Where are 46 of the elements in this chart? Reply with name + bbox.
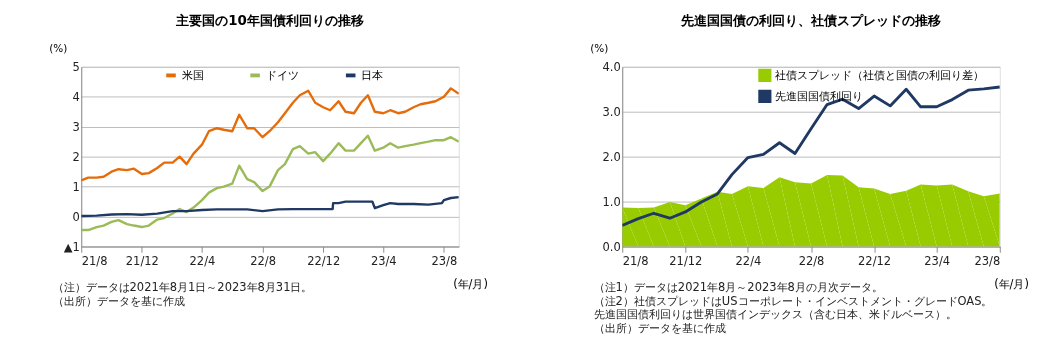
- text: （出所）データを基に作成: [593, 320, 726, 335]
- legend-label: 日本: [361, 68, 384, 83]
- chart-title: 主要国の10年国債利回りの推移: [175, 12, 364, 28]
- chart-title: 先進国国債の利回り、社債スプレッドの推移: [680, 12, 942, 28]
- y-tick-label: 1: [72, 179, 80, 194]
- x-tick-label: 22/8: [250, 254, 276, 269]
- line-series: [81, 195, 459, 218]
- text: （出所）データを基に作成: [52, 293, 185, 308]
- text: （注）データは2021年8月1日～2023年8月31日。: [52, 280, 313, 295]
- x-tick-label: 22/8: [798, 254, 825, 269]
- line-series: [81, 134, 459, 232]
- legend-label: 社債スプレッド（社債と国債の利回り差）: [775, 68, 985, 83]
- x-tick-label: 21/12: [669, 254, 703, 269]
- y-tick-label: 1.0: [602, 194, 621, 209]
- x-tick-label: 21/8: [81, 254, 108, 269]
- y-tick-label: 2.0: [602, 149, 621, 164]
- legend-label: ドイツ: [265, 68, 299, 83]
- y-tick-label: 3: [72, 120, 80, 135]
- text: （注1）データは2021年8月～2023年8月の月次データ。: [593, 280, 883, 295]
- line-series: [81, 87, 459, 182]
- y-tick-label: 5: [72, 60, 80, 75]
- x-tick-label: 23/4: [370, 254, 397, 269]
- legend-label: 米国: [181, 68, 204, 83]
- x-axis-title: (年/月): [453, 277, 488, 292]
- x-tick-label: 23/8: [974, 254, 1001, 269]
- y-tick-label: 3.0: [602, 105, 621, 120]
- y-tick-label: 2: [72, 149, 80, 164]
- x-tick-label: 23/4: [924, 254, 951, 269]
- x-tick-label: 22/4: [735, 254, 762, 269]
- text: （注2）社債スプレッドはUSコーポレート・インベストメント・グレードOAS。: [593, 293, 993, 308]
- x-tick-label: 22/12: [307, 254, 341, 269]
- x-tick-label: 23/8: [431, 254, 458, 269]
- x-axis-title: (年/月): [994, 277, 1029, 292]
- y-tick-label: 4: [72, 90, 80, 105]
- x-tick-label: 22/4: [189, 254, 216, 269]
- y-tick-label: 0: [72, 209, 80, 224]
- y-axis-title: (%): [49, 42, 68, 54]
- x-tick-label: 21/8: [622, 254, 649, 269]
- x-tick-label: 21/12: [125, 254, 159, 269]
- y-tick-label: 4.0: [602, 60, 621, 75]
- x-tick-label: 22/12: [858, 254, 892, 269]
- y-axis-title: (%): [590, 42, 609, 54]
- text: 先進国国債利回りは世界国債インデックス（含む日本、米ドルベース）。: [593, 307, 957, 322]
- legend-label: 先進国国債利回り: [775, 89, 864, 104]
- y-tick-label: 0.0: [602, 239, 621, 254]
- y-tick-label: ▲1: [63, 239, 80, 254]
